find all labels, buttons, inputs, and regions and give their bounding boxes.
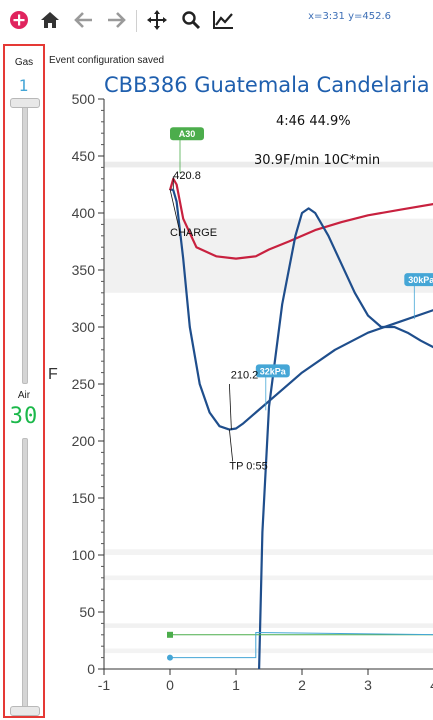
stat-time-percent: 4:46 44.9%	[276, 114, 351, 129]
annotation-label: CHARGE	[170, 227, 217, 239]
x-tick-label: 2	[298, 677, 306, 693]
phase-band	[104, 623, 433, 628]
event-tag: 30kPa	[404, 273, 433, 320]
trend-icon[interactable]	[211, 8, 235, 32]
x-tick-label: 3	[364, 677, 372, 693]
event-tag-box	[255, 364, 290, 378]
cursor-coordinates: x=3:31 y=452.6	[308, 11, 391, 22]
event-marker-air	[167, 654, 173, 661]
stat-rate-of-rise: 30.9F/min 10C*min	[254, 153, 380, 168]
event-tag: A30	[170, 127, 204, 174]
annotation-layer: 420.8 CHARGE 210.2 TP 0:55	[169, 170, 268, 473]
y-tick-label: 400	[72, 205, 96, 221]
y-tick-label: 300	[72, 319, 96, 335]
annotation-label: 210.2	[231, 369, 259, 381]
gas-value: 1	[18, 76, 30, 95]
y-tick-label: 50	[79, 604, 95, 620]
toolbar-divider	[136, 10, 137, 32]
event-tag-box	[170, 127, 204, 141]
gas-label: Gas	[14, 57, 34, 68]
annotation-label: TP 0:55	[229, 461, 267, 473]
x-tick-label: 0	[166, 677, 174, 693]
series-line-bt	[169, 188, 433, 431]
annotation-pointer	[229, 429, 234, 462]
event-marker-gas	[167, 631, 173, 638]
event-line-air	[170, 632, 433, 659]
gas-slider-knob[interactable]	[10, 98, 40, 108]
forward-icon[interactable]	[104, 8, 128, 32]
event-tag-label: A30	[179, 129, 196, 139]
phase-band	[104, 575, 433, 581]
control-sidebar: Gas 1 Air 30	[3, 44, 45, 718]
event-tag-label: 30kPa	[408, 275, 433, 285]
annotation-pointer	[229, 383, 232, 430]
air-label: Air	[17, 390, 31, 401]
home-icon[interactable]	[38, 8, 62, 32]
phase-band	[104, 161, 433, 168]
series-layer	[168, 177, 433, 670]
series-line-et	[168, 177, 433, 260]
series-line-delta	[258, 207, 433, 670]
chart-title: CBB386 Guatemala Candelaria	[104, 73, 430, 97]
event-tag: 32kPa	[255, 364, 290, 411]
annotation-label: 420.8	[173, 170, 201, 182]
event-tag-box	[404, 273, 433, 287]
toolbar: x=3:31 y=452.6	[0, 0, 433, 42]
x-tick-label: 1	[232, 677, 240, 693]
zoom-icon[interactable]	[179, 8, 203, 32]
y-tick-label: 450	[72, 148, 96, 164]
add-icon[interactable]	[7, 8, 31, 32]
y-tick-label: 150	[72, 490, 96, 506]
pan-icon[interactable]	[145, 8, 169, 32]
back-icon[interactable]	[72, 8, 96, 32]
annotation-pointer	[169, 188, 181, 233]
y-tick-label: 350	[72, 262, 96, 278]
y-tick-label: 200	[72, 433, 96, 449]
y-axis-label: F	[48, 366, 58, 383]
x-tick-label: -1	[98, 677, 111, 693]
event-layer: A3032kPa30kPa28kPa	[167, 127, 433, 661]
air-slider-knob[interactable]	[10, 706, 40, 716]
x-tick-label: 4	[430, 677, 433, 693]
y-tick-label: 250	[72, 376, 96, 392]
phase-band	[104, 648, 433, 654]
air-value: 30	[9, 404, 39, 429]
y-tick-label: 0	[87, 661, 95, 677]
y-tick-label: 500	[72, 91, 96, 107]
event-tag-label: 32kPa	[260, 366, 287, 376]
status-message: Event configuration saved	[49, 55, 165, 66]
background-bands	[104, 161, 433, 654]
y-tick-label: 100	[72, 547, 96, 563]
phase-band	[104, 549, 433, 555]
phase-band	[104, 218, 433, 293]
